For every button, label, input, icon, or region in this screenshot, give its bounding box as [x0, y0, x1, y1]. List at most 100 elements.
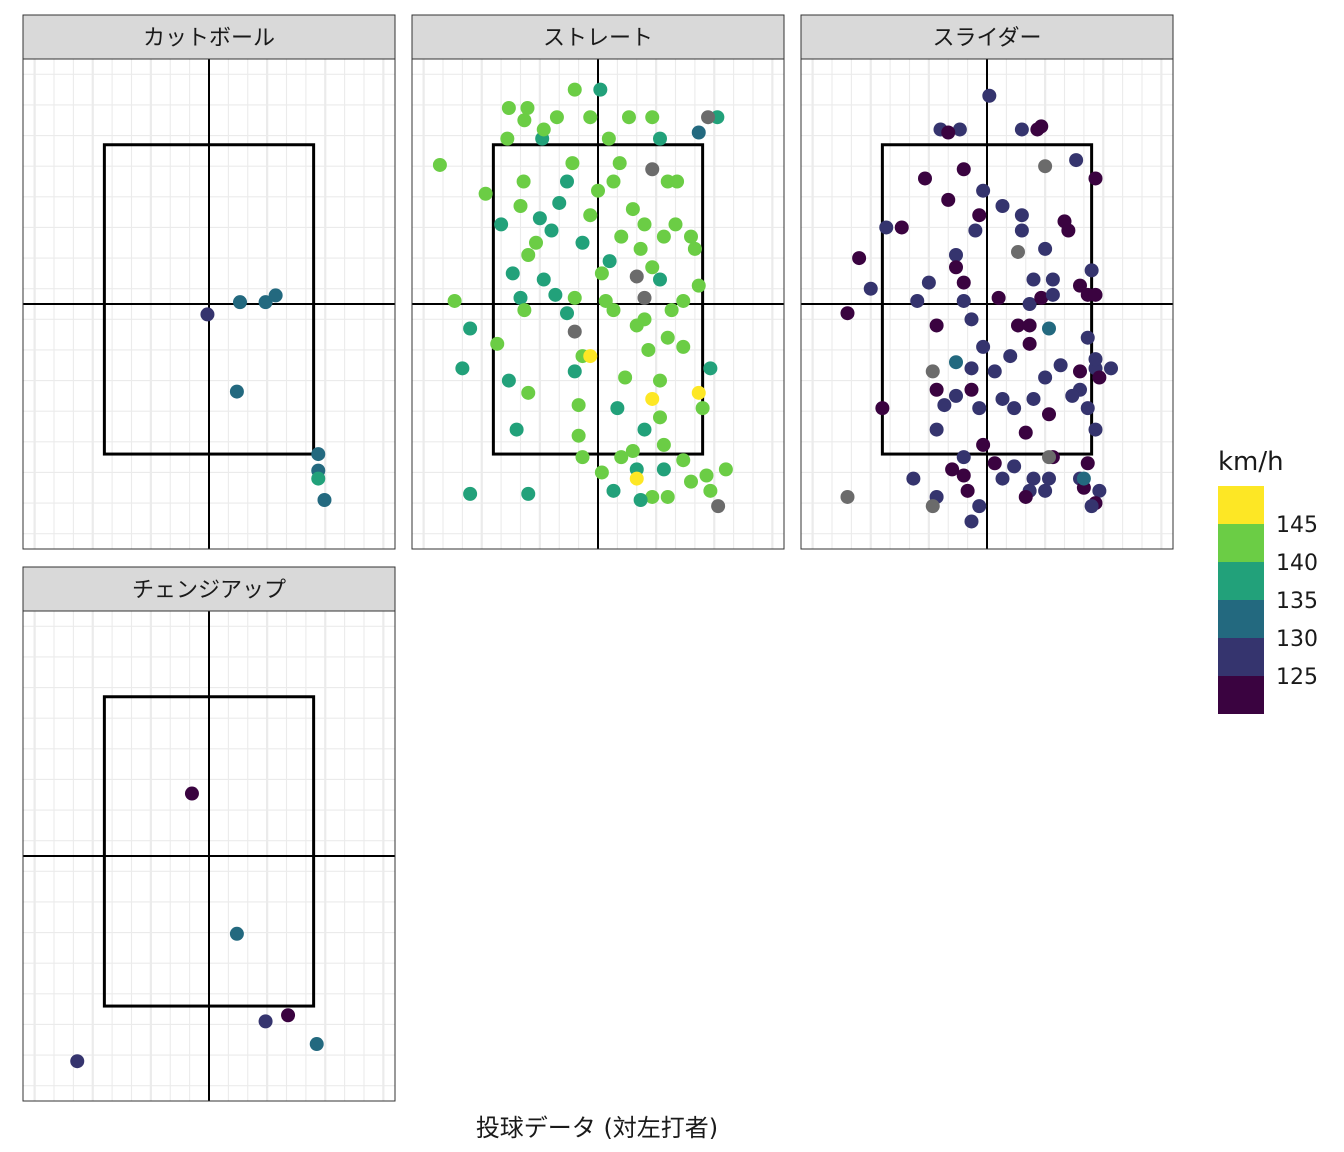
legend-label: 145 [1276, 513, 1318, 538]
pitch-point [1014, 122, 1029, 137]
pitch-point [1073, 364, 1087, 379]
pitch-point [684, 474, 698, 489]
pitch-point [676, 339, 691, 354]
pitch-point [645, 110, 660, 125]
pitch-point [612, 156, 627, 171]
panel-1: カットボール [22, 14, 396, 550]
pitch-point [964, 312, 979, 327]
pitch-point [281, 1008, 296, 1023]
pitch-point [964, 382, 979, 397]
panel-border [800, 58, 1174, 550]
legend: km/h 145 140 135 130 125 [1218, 447, 1318, 714]
pitch-point [614, 229, 629, 244]
pitch-point [645, 489, 660, 504]
pitch-point [645, 391, 660, 406]
pitch-point [1042, 450, 1056, 465]
pitch-point [1011, 244, 1025, 259]
pitch-point [1018, 425, 1033, 440]
pitch-point [1104, 361, 1118, 376]
pitch-point [447, 293, 462, 308]
pitch-point [995, 471, 1010, 486]
pitch-point [964, 514, 979, 529]
pitch-point [949, 248, 963, 262]
pitch-point [548, 287, 563, 302]
pitch-point [521, 385, 536, 400]
pitch-point [968, 223, 983, 238]
pitch-point [1076, 471, 1091, 486]
pitch-point [949, 355, 963, 370]
pitch-point [258, 1014, 273, 1029]
pitch-point [1038, 483, 1053, 498]
panel-title: スライダー [932, 26, 1041, 51]
pitch-point [956, 293, 971, 308]
pitch-point [455, 361, 470, 376]
panel-title: カットボール [143, 26, 275, 51]
strike-zone [102, 695, 316, 1008]
panel-title: ストレート [543, 26, 653, 51]
pitch-point [593, 82, 608, 97]
pitch-point [311, 447, 326, 462]
pitch-point [594, 266, 609, 281]
pitch-point [184, 786, 199, 801]
pitch-point [552, 195, 567, 210]
pitch-point [583, 208, 598, 223]
panel-strip [800, 14, 1174, 60]
pitch-point [701, 110, 716, 125]
pitch-point [695, 401, 710, 416]
pitch-point [952, 122, 967, 137]
pitch-point [656, 462, 671, 477]
pitch-point [956, 450, 971, 465]
pitch-point [633, 493, 648, 507]
legend-key [1218, 524, 1264, 562]
pitch-point [956, 468, 971, 483]
pitch-point [1080, 456, 1095, 471]
pitch-point [637, 422, 652, 437]
chart-caption: 投球データ (対左打者) [476, 1114, 718, 1142]
pitch-point [687, 241, 702, 256]
pitch-point [614, 450, 629, 465]
pitch-point [972, 499, 987, 514]
pitch-point [879, 220, 894, 235]
pitch-point [645, 260, 660, 275]
pitch-point [1084, 499, 1099, 514]
pitch-point [494, 217, 509, 232]
legend-key [1218, 562, 1264, 600]
pitch-point [684, 229, 698, 244]
pitch-point [703, 483, 718, 498]
pitch-point [478, 186, 493, 201]
pitch-point [606, 483, 621, 498]
pitch-point [949, 388, 963, 403]
pitch-point [699, 468, 714, 483]
pitch-point [571, 428, 586, 443]
pitch-point [645, 162, 660, 177]
pitch-point [1088, 352, 1103, 367]
pitch-point [653, 131, 667, 146]
pitch-point [1003, 349, 1018, 364]
pitch-point [602, 254, 617, 269]
pitch-point [1080, 330, 1095, 345]
pitch-point [653, 410, 667, 425]
panel-4: チェンジアップ [22, 566, 396, 1102]
legend-key [1218, 486, 1264, 524]
pitch-point [1084, 263, 1099, 278]
pitch-point [976, 437, 991, 452]
pitch-point [516, 174, 531, 189]
pitch-point [1022, 336, 1037, 351]
pitch-point [567, 290, 582, 305]
pitch-point [982, 88, 997, 103]
pitch-point [560, 174, 574, 189]
pitch-point [549, 110, 564, 125]
panel-border [411, 58, 785, 550]
pitch-point [1018, 489, 1033, 504]
pitch-point [575, 450, 590, 465]
pitch-point [929, 318, 944, 333]
legend-label: 140 [1276, 551, 1318, 576]
pitch-point [571, 398, 586, 413]
pitch-point [229, 384, 244, 399]
pitch-point [521, 486, 536, 501]
pitch-point [918, 171, 932, 186]
pitch-point [1042, 407, 1056, 422]
pitch-point [1061, 223, 1076, 238]
pitch-point [1092, 483, 1107, 498]
